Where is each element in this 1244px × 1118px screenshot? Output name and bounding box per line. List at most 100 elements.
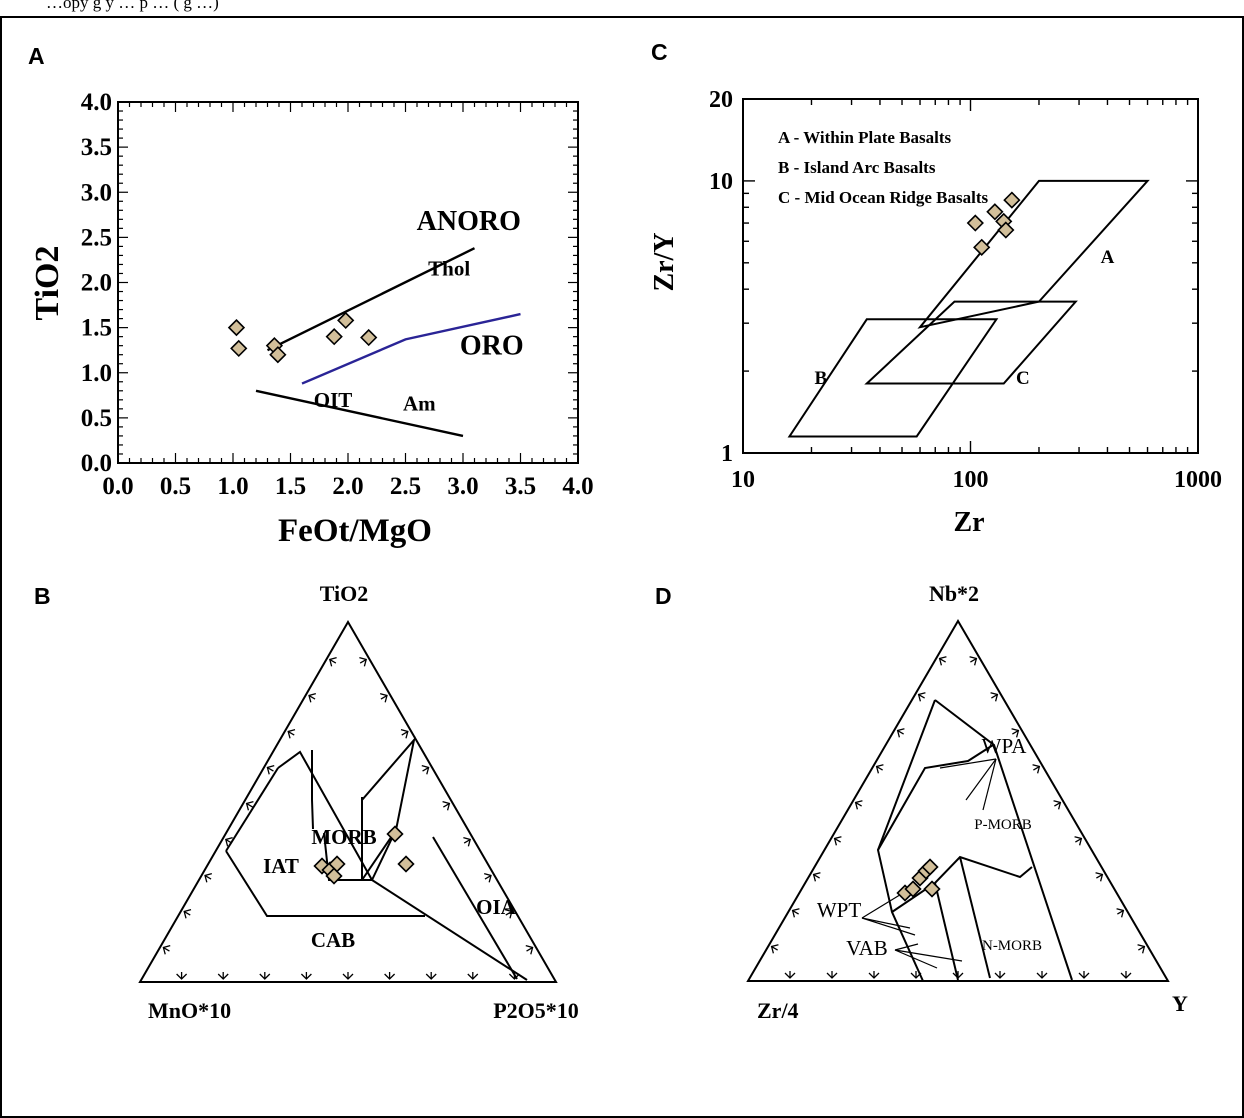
x-tick-label: 1.0	[217, 473, 248, 500]
ternary-tick-stem	[792, 909, 799, 915]
ternary-tick-stem	[505, 910, 513, 916]
panel-d-field-labels: WPA P-MORB WPT VAB N-MORB	[817, 734, 1042, 960]
ternary-tick-stem	[267, 766, 274, 772]
leader-wpa-1	[939, 758, 997, 769]
y-tick-label: 1	[721, 441, 733, 467]
panel-b-field-labels: OIT MORB IAT OIA CAB	[263, 388, 517, 952]
leader-vab-2	[894, 949, 963, 962]
leader-wpt-3	[861, 917, 916, 936]
panel-a: A 0.0 0.5 1.0 1.5 2.0 2.5 3.0 3.5 4.0 0.0 0.5 1.0 1.…	[28, 43, 594, 549]
figure-caption: …opy g y … p … ( g …)	[46, 0, 219, 12]
y-tick-label: 3.5	[81, 134, 112, 161]
panel-c-fields	[787, 179, 1150, 438]
boundary-cab	[225, 850, 425, 917]
ternary-tick-stem	[1117, 909, 1124, 915]
panel-b-data-points	[313, 825, 415, 885]
panel-d-ticks	[770, 656, 1146, 979]
ternary-tick-stem	[1033, 765, 1040, 771]
field-label-iat: IAT	[263, 854, 299, 878]
field-label-anoro: ANORO	[417, 206, 521, 237]
data-point	[230, 339, 248, 358]
field-label-wpa: WPA	[982, 734, 1028, 758]
boundary-wpa	[934, 699, 1073, 981]
field-label-morb: MORB	[311, 825, 376, 849]
panel-c-xlabel: Zr	[953, 507, 984, 538]
x-tick-label: 3.5	[505, 473, 536, 500]
data-point	[386, 825, 404, 843]
x-tick-label: 10	[731, 467, 755, 493]
panel-d: D WPA P-MORB WPT VAB N-MORB Nb*2 Zr/4 Y	[655, 581, 1188, 1023]
field-label-wpt: WPT	[817, 898, 862, 922]
x-tick-label: 0.0	[102, 473, 133, 500]
legend-entry: A - Within Plate Basalts	[778, 128, 952, 147]
data-point	[986, 203, 1004, 221]
ternary-tick-stem	[876, 765, 883, 771]
ternary-tick-stem	[1054, 801, 1061, 807]
x-tick-label: 2.5	[390, 473, 421, 500]
data-point	[269, 346, 287, 364]
legend-entry: C - Mid Ocean Ridge Basalts	[778, 188, 989, 207]
field-label-a: A	[1101, 247, 1115, 268]
field-c	[864, 300, 1078, 385]
y-tick-label: 0.0	[81, 450, 112, 477]
data-point	[973, 238, 991, 256]
ternary-tick-stem	[813, 873, 820, 879]
data-point	[397, 855, 415, 873]
field-line-1	[266, 247, 476, 352]
panel-d-leader-lines	[861, 758, 997, 969]
ternary-tick-stem	[443, 802, 450, 808]
data-point	[921, 858, 939, 876]
ternary-tick-stem	[939, 657, 946, 663]
ternary-tick-stem	[1138, 945, 1145, 951]
leader-nmorb	[894, 949, 938, 969]
panel-c-data-points	[966, 191, 1021, 256]
data-point	[360, 328, 378, 347]
panel-c-ylabel: Zr/Y	[649, 232, 680, 291]
ternary-tick-stem	[897, 729, 904, 735]
ternary-tick-stem	[484, 874, 492, 880]
panel-c-letter: C	[651, 39, 668, 65]
ternary-tick-stem	[308, 694, 316, 700]
panel-d-apex-left: Zr/4	[757, 998, 799, 1023]
field-b	[787, 318, 999, 438]
ternary-tick-stem	[771, 945, 778, 951]
panel-b-apex-top: TiO2	[320, 581, 369, 606]
panel-b-apex-left: MnO*10	[148, 998, 231, 1023]
y-tick-label: 1.0	[81, 360, 112, 387]
legend-entry: B - Island Arc Basalts	[778, 158, 936, 177]
x-tick-label: 4.0	[562, 473, 593, 500]
ternary-tick-stem	[855, 801, 862, 807]
data-point	[966, 214, 984, 232]
panel-c-ticks	[742, 98, 1199, 454]
panel-a-minor-ticks	[117, 101, 579, 464]
panel-a-data-points	[227, 311, 378, 364]
boundary-iat-cab	[225, 767, 279, 852]
data-point	[1003, 191, 1021, 209]
panel-d-data-points	[896, 858, 941, 902]
ternary-tick-stem	[1096, 873, 1103, 879]
x-tick-label: 0.5	[160, 473, 191, 500]
ternary-tick-stem	[1012, 729, 1019, 735]
data-point	[227, 318, 246, 337]
field-label-c: C	[1016, 368, 1030, 389]
field-label-oia: OIA	[476, 895, 517, 919]
panel-a-tick-labels: 0.0 0.5 1.0 1.5 2.0 2.5 3.0 3.5 4.0 0.0 0.5 1.0 1.5 2…	[81, 89, 594, 500]
ternary-tick-stem	[329, 658, 337, 664]
ternary-tick-stem	[1075, 837, 1082, 843]
ternary-tick-stem	[463, 838, 471, 844]
ternary-tick-stem	[834, 837, 841, 843]
ternary-tick-stem	[183, 910, 191, 916]
ternary-tick-stem	[526, 946, 533, 952]
panel-a-xlabel: FeOt/MgO	[278, 513, 432, 549]
field-label-b: B	[815, 368, 828, 389]
panel-b-letter: B	[34, 583, 51, 609]
x-tick-label: 1000	[1174, 467, 1222, 493]
ternary-tick-stem	[970, 657, 977, 663]
field-label-p-morb: P-MORB	[974, 817, 1032, 833]
data-point	[904, 880, 922, 898]
leader-wpt-2	[861, 917, 911, 929]
field-label-cab: CAB	[311, 928, 355, 952]
field-line-2	[301, 312, 521, 385]
